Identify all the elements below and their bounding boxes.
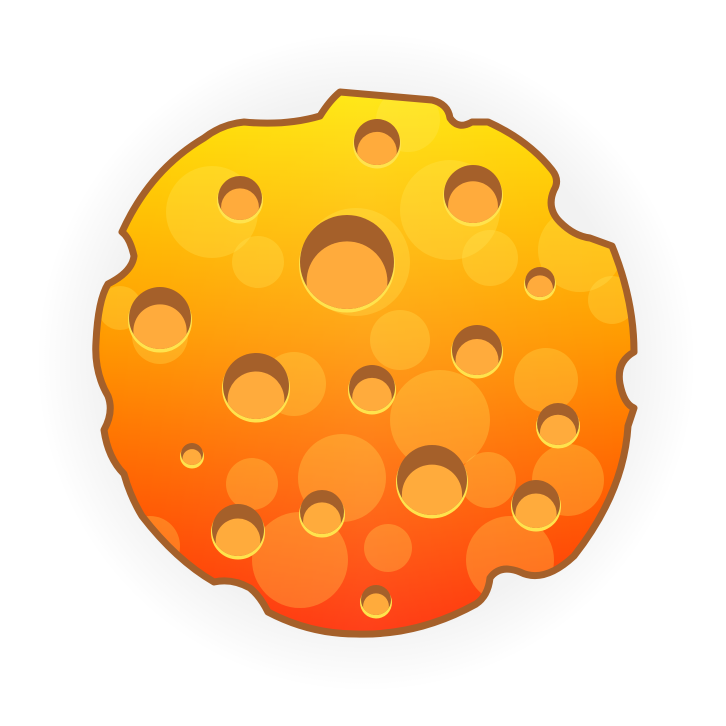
crater-floor [221, 188, 259, 220]
crater-floor [133, 304, 187, 349]
glow-bubble [460, 452, 516, 508]
crater-floor [182, 449, 202, 465]
glow-bubble [232, 236, 284, 288]
glow-bubble [370, 310, 430, 370]
planet-outline [92, 88, 638, 638]
crater-floor [215, 518, 261, 556]
crater [353, 119, 401, 169]
crater [217, 176, 263, 224]
crater [348, 365, 396, 415]
glow-bubble [364, 524, 412, 572]
glow-bubble [390, 370, 490, 470]
crater [211, 504, 265, 560]
crater-floor [227, 371, 285, 419]
crater-floor [401, 464, 463, 515]
crater-floor [527, 275, 553, 297]
planet-surface [95, 92, 634, 635]
crater-floor [352, 377, 392, 411]
surface-sheen [95, 92, 634, 635]
crater-floor [539, 414, 577, 445]
crater [443, 165, 503, 227]
crater [536, 403, 580, 449]
glow-bubble [462, 230, 518, 286]
crater [180, 443, 204, 469]
crater [299, 490, 345, 538]
glow-bubble [226, 458, 278, 510]
crater-floor [303, 502, 341, 534]
crater [451, 325, 503, 379]
crater-floor [363, 593, 389, 615]
crater-floor [306, 241, 388, 309]
crater-floor [448, 181, 498, 223]
crater [524, 267, 556, 301]
crater-floor [455, 339, 499, 375]
crater [396, 445, 468, 519]
crater-floor [357, 131, 397, 165]
crater [511, 480, 561, 532]
crater [360, 585, 392, 619]
crater-floor [515, 493, 557, 528]
glow-bubble [514, 348, 578, 412]
crater [128, 287, 192, 353]
crater [222, 353, 290, 423]
crater [299, 215, 395, 313]
craters [128, 119, 580, 619]
